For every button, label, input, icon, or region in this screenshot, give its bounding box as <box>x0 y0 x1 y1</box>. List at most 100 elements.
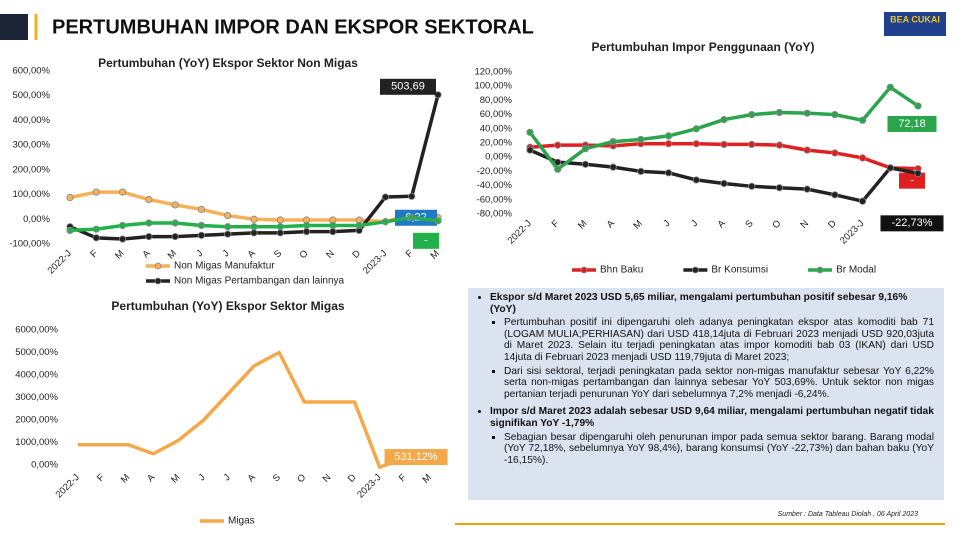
point <box>381 218 390 226</box>
sub-bullet: Dari sisi sektoral, terjadi peningkatan … <box>504 366 934 401</box>
legend-label: Br Konsumsi <box>711 265 768 276</box>
value-label: 531,12% <box>394 451 438 463</box>
chart-title: Pertumbuhan Impor Penggunaan (YoY) <box>591 40 814 54</box>
x-tick-label: S <box>271 472 283 484</box>
y-tick-label: 60,00% <box>480 109 513 120</box>
point <box>92 225 100 233</box>
sub-bullet: Pertumbuhan positif ini dipengaruhi oleh… <box>504 317 934 363</box>
y-tick-label: 200,00% <box>12 164 50 175</box>
y-tick-label: 0,00% <box>23 214 50 225</box>
x-tick-label: A <box>716 218 729 231</box>
point <box>831 149 839 157</box>
value-label: - <box>424 235 428 247</box>
x-tick-label: A <box>145 472 158 485</box>
y-tick-label: 4000,00% <box>15 370 58 381</box>
legend-label: Bhn Baku <box>600 265 643 276</box>
point <box>250 215 258 223</box>
point <box>803 146 811 154</box>
x-tick-label: J <box>194 248 205 259</box>
y-tick-label: 0,00% <box>485 152 512 163</box>
point <box>664 140 673 148</box>
bullet: Impor s/d Maret 2023 adalah sebesar USD … <box>490 406 934 466</box>
point <box>302 228 311 236</box>
y-tick-label: 100,00% <box>12 189 50 200</box>
point <box>250 229 258 237</box>
point <box>66 193 74 202</box>
point <box>197 221 206 230</box>
point <box>171 219 179 227</box>
point <box>224 223 232 231</box>
point <box>609 163 617 171</box>
point <box>886 83 894 91</box>
point <box>171 201 179 209</box>
y-tick-label: 5000,00% <box>15 347 58 358</box>
point <box>775 184 784 192</box>
x-tick-label: J <box>689 218 700 229</box>
point <box>145 219 153 227</box>
y-tick-label: 3000,00% <box>15 392 58 403</box>
bullet-text: Ekspor s/d Maret 2023 USD 5,65 miliar, m… <box>490 292 908 315</box>
x-tick-label: O <box>770 218 783 231</box>
point <box>803 109 811 117</box>
value-label: -22,73% <box>892 217 933 229</box>
y-tick-label: -100,00% <box>9 239 50 250</box>
y-tick-label: 80,00% <box>480 95 513 106</box>
x-tick-label: A <box>246 248 259 261</box>
sub-bullet: Sebagian besar dipengaruhi oleh penuruna… <box>504 432 934 467</box>
point <box>775 108 784 117</box>
point <box>720 179 728 188</box>
point <box>66 226 74 235</box>
x-tick-label: F <box>404 248 416 260</box>
point <box>329 221 337 230</box>
y-tick-label: 400,00% <box>12 115 50 126</box>
point <box>581 145 590 153</box>
y-tick-label: -20,00% <box>477 166 513 177</box>
value-label: - <box>910 175 914 187</box>
source: Sumber : Data Tableau Diolah , 06 April … <box>778 511 918 518</box>
x-tick-label: A <box>140 248 153 261</box>
x-tick-label: N <box>324 248 337 261</box>
x-tick-label: F <box>95 472 107 484</box>
x-tick-label: 2023-J <box>355 472 383 500</box>
x-tick-label: 2022-J <box>506 218 534 246</box>
point <box>581 160 590 168</box>
x-tick-label: J <box>220 248 231 259</box>
chart-title: Pertumbuhan (YoY) Ekspor Sektor Migas <box>111 299 344 313</box>
bullet-text: Impor s/d Maret 2023 adalah sebesar USD … <box>490 406 934 429</box>
point <box>886 164 894 172</box>
point <box>276 216 284 224</box>
point <box>803 185 811 193</box>
x-tick-label: O <box>295 472 308 485</box>
x-tick-label: S <box>272 248 284 260</box>
x-tick-label: J <box>222 472 233 483</box>
y-tick-label: 2000,00% <box>15 415 58 426</box>
point <box>381 193 390 201</box>
point <box>554 165 562 173</box>
legend-marker <box>691 266 699 274</box>
point <box>197 231 206 239</box>
x-tick-label: A <box>246 472 259 485</box>
x-tick-label: D <box>350 248 363 261</box>
point <box>692 176 700 184</box>
y-tick-label: 100,00% <box>474 81 512 92</box>
bullet: Ekspor s/d Maret 2023 USD 5,65 miliar, m… <box>490 292 934 400</box>
series-line <box>78 350 431 469</box>
bullet-list: Ekspor s/d Maret 2023 USD 5,65 miliar, m… <box>476 292 934 466</box>
point <box>748 182 756 190</box>
legend-marker <box>580 266 588 274</box>
point <box>224 211 232 220</box>
x-tick-label: F <box>397 472 409 484</box>
point <box>637 167 645 175</box>
point <box>858 154 867 162</box>
x-tick-label: D <box>826 218 839 231</box>
x-tick-label: 2022-J <box>54 472 82 500</box>
x-tick-label: M <box>166 248 179 261</box>
legend-marker <box>154 277 162 285</box>
value-label-box <box>887 115 937 132</box>
x-tick-label: J <box>196 472 207 483</box>
legend-label: Non Migas Manufaktur <box>174 261 275 272</box>
value-label-box <box>384 449 448 466</box>
x-tick-label: D <box>346 472 359 485</box>
